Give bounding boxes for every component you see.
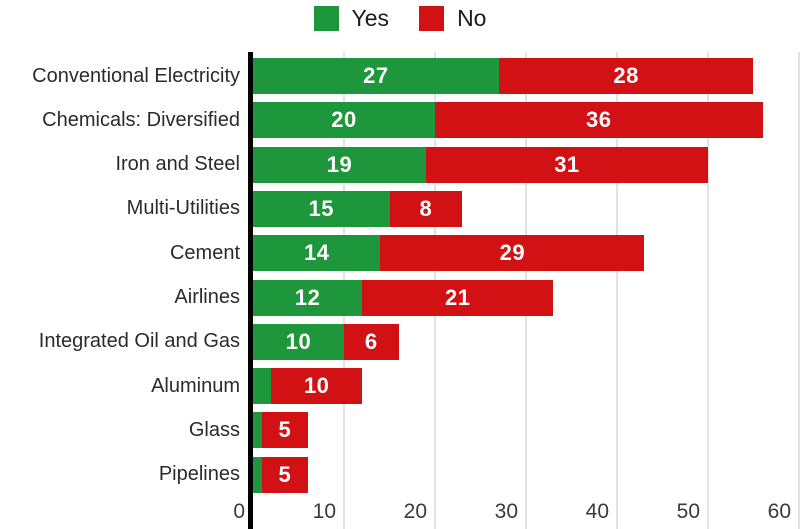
legend-swatch-icon [313,5,339,31]
plot-area: 27 28 20 36 19 31 15 8 14 29 12 21 10 6 10 5 5 0 10 20 30 40… [233,52,800,529]
x-tick-label: 30 [494,500,518,523]
bar-row: 15 8 [253,190,463,227]
bar-segment-yes [253,368,272,405]
x-tick-label: 60 [767,500,791,523]
bar-segment-no: 5 [262,412,308,449]
category-label: Multi-Utilities [126,197,240,220]
bar-segment-no: 5 [262,456,308,493]
category-label: Conventional Electricity [32,64,240,87]
x-tick-label: 20 [403,500,427,523]
category-label: Integrated Oil and Gas [38,330,240,353]
bar-row: 5 [253,412,308,449]
x-tick-label: 10 [312,500,336,523]
bar-segment-yes [253,456,263,493]
bar-segment-no: 8 [389,190,463,227]
bar-value-label: 10 [303,373,330,399]
bar-value-label: 29 [499,240,526,266]
bar-segment-no: 28 [498,58,754,94]
bar-segment-no: 10 [271,368,363,405]
legend-item-yes: Yes [313,4,390,32]
bar-segment-no: 6 [344,323,399,360]
bar-value-label: 36 [586,107,612,133]
bar-value-label: 5 [278,461,292,487]
x-tick-label: 40 [585,500,609,523]
category-label: Pipelines [158,463,240,486]
x-tick-label: 0 [233,500,245,523]
bar-value-label: 12 [294,284,321,310]
category-label: Glass [188,418,240,441]
bar-row: 14 29 [253,235,645,272]
category-label: Iron and Steel [115,153,240,176]
bar-value-label: 27 [363,63,389,88]
category-label: Airlines [174,286,240,308]
bar-value-label: 8 [419,195,433,221]
category-label: Cement [169,241,240,264]
bar-segment-no: 29 [380,235,645,272]
bar-row: 19 31 [253,146,708,183]
bar-value-label: 5 [278,417,292,443]
bar-row: 5 [253,456,308,493]
bar-row: 10 6 [253,323,399,360]
bar-segment-no: 31 [425,146,708,183]
bar-row: 10 [253,368,363,405]
bar-segment-yes: 20 [253,102,435,139]
bar-value-label: 10 [285,328,312,354]
bar-value-label: 14 [303,240,330,266]
bar-row: 12 21 [253,279,554,316]
legend-label: Yes [351,4,390,31]
bar-value-label: 19 [326,151,353,177]
bar-value-label: 6 [364,328,378,354]
bar-value-label: 28 [613,63,639,88]
bar-segment-no: 36 [435,102,763,139]
x-tick-label: 50 [676,500,700,523]
bar-value-label: 21 [444,284,471,310]
bar-segment-yes: 19 [253,146,426,183]
bar-row: 27 28 [253,58,754,94]
gridline [707,52,709,529]
bar-value-label: 20 [331,107,357,133]
legend-item-no: No [419,5,486,32]
bar-value-label: 15 [308,195,334,221]
category-label: Chemicals: Diversified [42,108,240,131]
bar-segment-yes: 10 [253,323,344,360]
bar-segment-yes: 15 [253,190,390,227]
bar-row: 20 36 [253,102,763,139]
category-label: Aluminum [151,374,240,397]
bar-segment-yes [253,412,263,449]
bar-segment-yes: 14 [253,235,381,272]
gridline [798,52,800,529]
bar-value-label: 31 [554,151,580,177]
legend-label: No [457,4,487,31]
legend-swatch-icon [419,5,445,31]
gridline [616,52,618,529]
bar-segment-yes: 27 [253,58,499,94]
bar-segment-yes: 12 [253,279,363,316]
bar-segment-no: 21 [362,279,554,316]
legend: Yes No [0,3,800,33]
